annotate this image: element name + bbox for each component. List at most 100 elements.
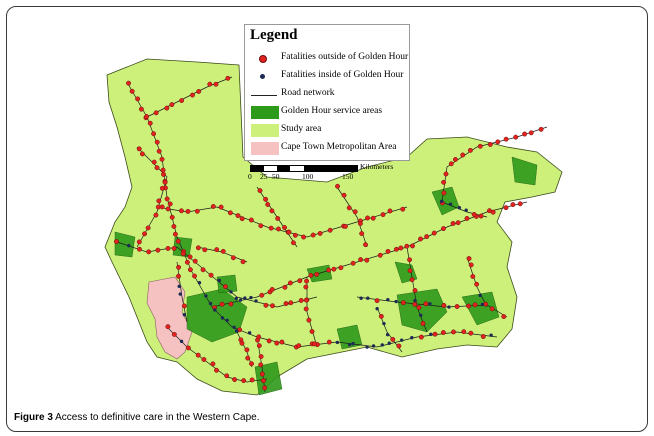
fatality-outside-point — [269, 208, 275, 214]
fatality-outside-point — [393, 246, 399, 252]
navy-dot-icon — [260, 74, 265, 79]
fatality-outside-point — [151, 159, 157, 165]
fatality-outside-point — [136, 239, 142, 245]
fatality-outside-point — [398, 245, 404, 251]
fatality-inside-point — [213, 308, 217, 312]
fatality-outside-point — [283, 301, 289, 306]
fatality-outside-point — [282, 284, 288, 290]
legend-label: Road network — [281, 88, 335, 98]
fatality-outside-point — [503, 136, 509, 142]
fatality-outside-point — [259, 371, 265, 377]
fatality-outside-point — [126, 80, 131, 86]
fatality-outside-point — [207, 81, 213, 87]
fatality-outside-point — [377, 252, 383, 258]
fatality-outside-point — [153, 110, 159, 116]
fatality-outside-point — [301, 234, 307, 240]
fatality-outside-point — [416, 305, 422, 311]
fatality-outside-point — [145, 225, 151, 231]
fatality-outside-point — [487, 142, 493, 147]
fatality-inside-point — [247, 331, 252, 335]
fatality-outside-point — [164, 196, 170, 202]
fatality-outside-point — [258, 362, 264, 368]
fatality-inside-point — [182, 313, 187, 317]
legend-label: Study area — [281, 124, 322, 134]
fatality-outside-point — [412, 288, 418, 293]
metro-area-polygon — [146, 276, 193, 360]
fatality-inside-point — [243, 296, 247, 300]
fatality-outside-point — [184, 259, 190, 265]
fatality-outside-point — [407, 257, 413, 263]
fatality-inside-point — [489, 333, 493, 337]
fatality-inside-point — [380, 343, 384, 347]
fatality-outside-point — [452, 157, 458, 162]
fatality-outside-point — [346, 205, 352, 211]
fatality-inside-point — [254, 299, 258, 303]
fatality-outside-point — [156, 198, 162, 204]
fatality-outside-point — [461, 329, 467, 335]
fatality-outside-point — [454, 304, 460, 309]
fatality-outside-point — [176, 273, 181, 279]
fatality-inside-point — [238, 298, 243, 302]
fatality-outside-point — [179, 98, 185, 103]
fatality-outside-point — [159, 185, 165, 191]
fatality-outside-point — [239, 340, 245, 346]
fatality-outside-point — [210, 204, 216, 209]
fatality-outside-point — [258, 223, 264, 229]
fatality-outside-point — [222, 284, 228, 290]
fatality-outside-point — [165, 206, 171, 212]
fatality-inside-point — [365, 345, 369, 349]
fatality-outside-point — [240, 259, 246, 265]
fatality-outside-point — [303, 306, 309, 312]
fatality-outside-point — [192, 258, 198, 264]
fatality-outside-point — [113, 239, 119, 244]
fatality-outside-point — [219, 301, 225, 307]
fatality-outside-point — [129, 88, 135, 94]
fatality-outside-point — [165, 245, 171, 251]
fatality-outside-point — [266, 338, 272, 344]
fatality-outside-point — [200, 267, 206, 273]
fatality-outside-point — [483, 301, 489, 307]
golden-hour-area — [461, 291, 500, 326]
caption-text: Access to definitive care in the Western… — [52, 412, 260, 423]
fatality-outside-point — [286, 229, 292, 235]
fatality-outside-point — [443, 171, 449, 177]
fatality-outside-point — [161, 171, 166, 177]
figure-caption: Figure 3 Access to definitive care in th… — [14, 412, 260, 423]
fatality-outside-point — [287, 280, 293, 286]
fatality-outside-point — [460, 152, 466, 158]
fatality-outside-point — [154, 139, 160, 145]
fatality-outside-point — [400, 300, 406, 306]
fatality-outside-point — [304, 278, 310, 284]
fatality-outside-point — [239, 216, 245, 222]
fatality-inside-point — [371, 344, 376, 348]
study-area-swatch-icon — [251, 124, 279, 137]
fatality-outside-point — [503, 205, 509, 211]
metro-swatch-icon — [251, 142, 279, 155]
fatality-outside-point — [210, 361, 216, 367]
fatality-outside-point — [261, 378, 266, 384]
fatality-outside-point — [142, 231, 148, 237]
fatality-outside-point — [270, 303, 275, 309]
fatality-inside-point — [249, 295, 253, 300]
fatality-outside-point — [169, 102, 175, 108]
scale-bar: Kilometers 0 25 50 100 150 — [248, 162, 425, 185]
fatality-outside-point — [528, 130, 534, 136]
fatality-outside-point — [156, 148, 162, 154]
fatality-outside-point — [441, 226, 446, 232]
scale-tick: 50 — [272, 172, 280, 181]
figure-frame: Legend Fatalities outside of Golden Hour… — [6, 6, 648, 432]
fatality-inside-point — [178, 292, 182, 296]
fatality-inside-point — [478, 293, 482, 298]
fatality-outside-point — [196, 89, 202, 94]
fatality-outside-point — [448, 161, 454, 167]
fatality-outside-point — [154, 165, 160, 171]
fatality-outside-point — [259, 292, 265, 298]
fatality-outside-point — [489, 306, 495, 312]
scale-tick: 150 — [342, 172, 354, 181]
fatality-inside-point — [413, 298, 417, 303]
golden-hour-area — [511, 156, 538, 186]
fatality-outside-point — [262, 385, 268, 391]
fatality-outside-point — [513, 134, 519, 140]
fatality-outside-point — [201, 357, 207, 362]
legend-item-study-area: Study area — [245, 123, 409, 139]
